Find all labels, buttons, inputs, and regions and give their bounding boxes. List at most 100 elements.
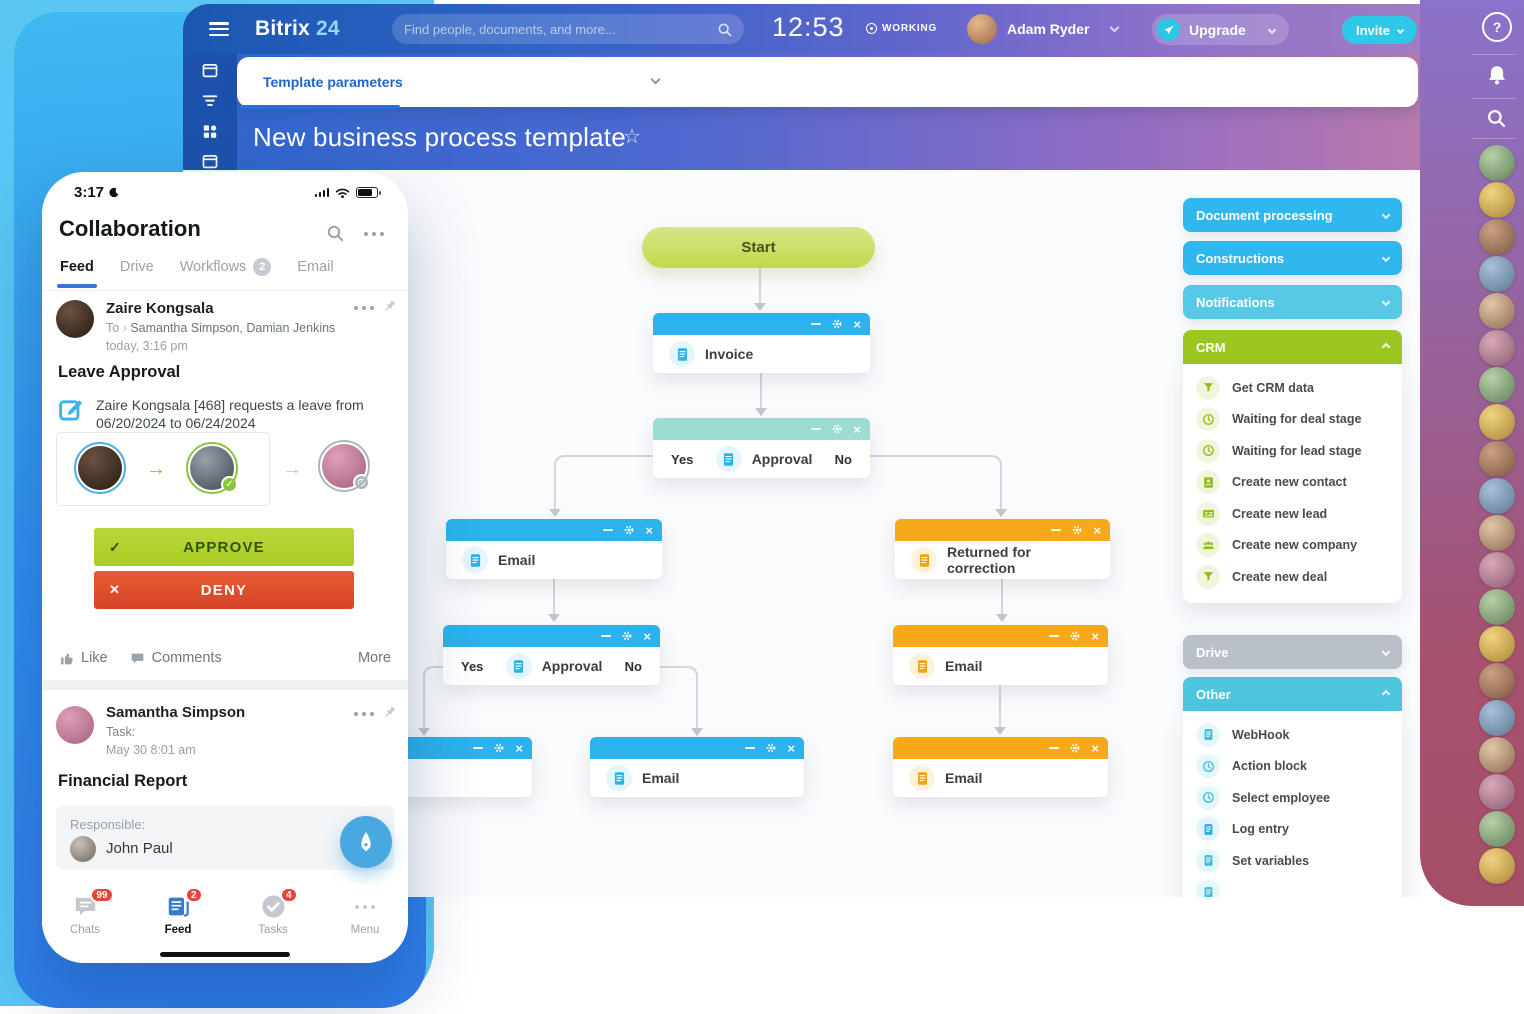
coworker-avatar[interactable]	[1479, 182, 1515, 218]
action-create-deal[interactable]: Create new deal	[1183, 561, 1402, 593]
settings-gear-icon[interactable]	[765, 742, 777, 754]
tasks-board-icon[interactable]	[201, 62, 219, 79]
user-avatar[interactable]	[967, 14, 997, 44]
section-constructions[interactable]: Constructions	[1183, 241, 1402, 275]
minimize-icon[interactable]	[1051, 529, 1062, 531]
minimize-icon[interactable]	[811, 323, 822, 325]
coworker-avatar[interactable]	[1479, 811, 1515, 847]
flow-node-start[interactable]: Start	[642, 227, 875, 268]
invite-button[interactable]: Invite	[1342, 16, 1417, 44]
close-icon[interactable]: ×	[643, 628, 651, 644]
app-logo[interactable]: Bitrix 24	[255, 17, 340, 41]
action-partial[interactable]	[1183, 877, 1402, 897]
action-create-lead[interactable]: Create new lead	[1183, 498, 1402, 530]
pin-icon[interactable]	[382, 298, 397, 313]
minimize-icon[interactable]	[811, 428, 822, 430]
help-button[interactable]: ?	[1482, 12, 1512, 42]
section-document-processing[interactable]: Document processing	[1183, 198, 1402, 232]
approver-avatar[interactable]: ✓	[186, 442, 238, 494]
minimize-icon[interactable]	[473, 747, 484, 749]
pin-icon[interactable]	[382, 704, 397, 719]
post-author[interactable]: Zaire Kongsala	[106, 300, 214, 317]
coworker-avatar[interactable]	[1479, 219, 1515, 255]
flow-node-email-3[interactable]: × Email	[893, 625, 1108, 685]
coworker-avatar[interactable]	[1479, 478, 1515, 514]
approve-button[interactable]: ✓ APPROVE	[94, 528, 354, 566]
global-search[interactable]	[392, 14, 744, 44]
deny-button[interactable]: ✕ DENY	[94, 571, 354, 609]
responsible-name[interactable]: John Paul	[106, 840, 173, 857]
post-menu-icon[interactable]	[354, 712, 358, 716]
search-icon[interactable]	[717, 22, 732, 37]
action-select-employee[interactable]: Select employee	[1183, 782, 1402, 814]
tab-workflows[interactable]: Workflows 2	[180, 258, 272, 276]
action-create-company[interactable]: Create new company	[1183, 530, 1402, 562]
action-waiting-deal-stage[interactable]: Waiting for deal stage	[1183, 404, 1402, 436]
close-icon[interactable]: ×	[853, 316, 861, 332]
user-name[interactable]: Adam Ryder	[1007, 21, 1090, 37]
minimize-icon[interactable]	[1049, 747, 1060, 749]
like-button[interactable]: Like	[59, 650, 108, 666]
coworker-avatar[interactable]	[1479, 663, 1515, 699]
settings-gear-icon[interactable]	[621, 630, 633, 642]
tab-chevron-down-icon[interactable]	[650, 74, 661, 85]
section-crm[interactable]: CRM	[1183, 330, 1402, 364]
minimize-icon[interactable]	[1049, 635, 1060, 637]
coworker-avatar[interactable]	[1479, 404, 1515, 440]
search-input[interactable]	[404, 21, 717, 37]
work-status[interactable]: WORKING	[866, 23, 937, 34]
section-drive[interactable]: Drive	[1183, 635, 1402, 669]
upgrade-button[interactable]: Upgrade	[1152, 14, 1289, 45]
author-avatar[interactable]	[56, 300, 94, 338]
search-icon[interactable]	[1486, 108, 1506, 128]
search-icon[interactable]	[326, 224, 344, 242]
tab-email[interactable]: Email	[297, 259, 334, 275]
coworker-avatar[interactable]	[1479, 293, 1515, 329]
coworker-avatar[interactable]	[1479, 774, 1515, 810]
menu-icon[interactable]	[209, 22, 229, 36]
settings-gear-icon[interactable]	[1069, 742, 1081, 754]
close-icon[interactable]: ×	[1091, 628, 1099, 644]
coworker-avatar[interactable]	[1479, 700, 1515, 736]
close-icon[interactable]: ×	[1091, 740, 1099, 756]
coworker-avatar[interactable]	[1479, 848, 1515, 884]
favorite-star-icon[interactable]: ☆	[623, 126, 641, 148]
section-notifications[interactable]: Notifications	[1183, 285, 1402, 319]
nav-chats[interactable]: 99 Chats	[50, 887, 120, 936]
branch-yes-label[interactable]: Yes	[461, 658, 484, 674]
post-recipients[interactable]: To › Samantha Simpson, Damian Jenkins	[106, 321, 336, 335]
settings-gear-icon[interactable]	[831, 423, 843, 435]
flow-node-returned-for-correction[interactable]: × Returned for correction	[895, 519, 1110, 579]
settings-gear-icon[interactable]	[1071, 524, 1083, 536]
coworker-avatar[interactable]	[1479, 737, 1515, 773]
nav-tasks[interactable]: 4 Tasks	[238, 887, 308, 936]
close-icon[interactable]: ×	[515, 740, 523, 756]
coworker-avatar[interactable]	[1479, 626, 1515, 662]
minimize-icon[interactable]	[601, 635, 612, 637]
coworker-avatar[interactable]	[1479, 515, 1515, 551]
flow-node-invoice[interactable]: × Invoice	[653, 313, 870, 373]
action-waiting-lead-stage[interactable]: Waiting for lead stage	[1183, 435, 1402, 467]
coworker-avatar[interactable]	[1479, 330, 1515, 366]
nav-menu[interactable]: Menu	[330, 894, 400, 936]
post-menu-icon[interactable]	[354, 306, 358, 310]
author-avatar[interactable]	[56, 706, 94, 744]
user-menu-chevron-icon[interactable]	[1109, 22, 1120, 33]
close-icon[interactable]: ×	[645, 522, 653, 538]
coworker-avatar[interactable]	[1479, 441, 1515, 477]
responsible-avatar[interactable]	[70, 836, 96, 862]
settings-gear-icon[interactable]	[1069, 630, 1081, 642]
more-link[interactable]: More	[357, 650, 391, 666]
coworker-avatar[interactable]	[1479, 367, 1515, 403]
post-author[interactable]: Samantha Simpson	[106, 704, 246, 721]
minimize-icon[interactable]	[745, 747, 756, 749]
close-icon[interactable]: ×	[1093, 522, 1101, 538]
settings-gear-icon[interactable]	[623, 524, 635, 536]
close-icon[interactable]: ×	[787, 740, 795, 756]
tab-feed[interactable]: Feed	[60, 259, 94, 275]
clock-display[interactable]: 12:53	[772, 12, 845, 42]
coworker-avatar[interactable]	[1479, 145, 1515, 181]
coworker-avatar[interactable]	[1479, 589, 1515, 625]
flow-node-approval-1[interactable]: × Yes Approval No	[653, 418, 870, 478]
coworker-avatar[interactable]	[1479, 256, 1515, 292]
